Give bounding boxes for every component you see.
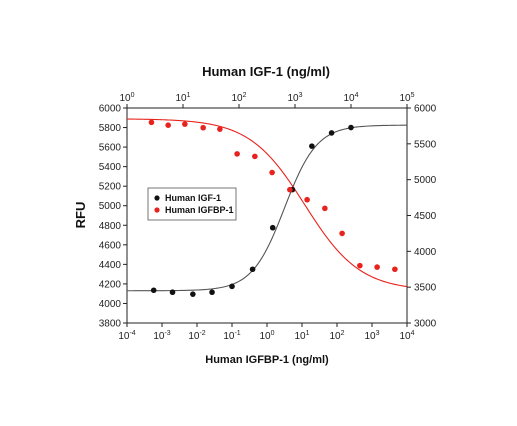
y-left-tick-label: 5000 — [99, 201, 122, 212]
x-bottom-tick-label: 10-2 — [188, 330, 205, 342]
y-right-tick-label: 5500 — [414, 139, 437, 150]
y-left-tick-label: 6000 — [99, 104, 122, 115]
data-point — [165, 122, 171, 128]
y-left-tick-label: 4600 — [99, 240, 122, 251]
x-top-tick-label: 103 — [287, 92, 302, 104]
y-left-tick-label: 4800 — [99, 221, 122, 232]
y-right-tick-label: 4500 — [414, 211, 437, 222]
data-point — [304, 196, 310, 203]
legend-marker — [154, 195, 160, 201]
x-top-tick-label: 105 — [399, 92, 414, 104]
y-axis-label: RFU — [73, 202, 88, 229]
data-point — [217, 126, 223, 132]
data-point — [150, 287, 157, 294]
data-point — [339, 230, 345, 237]
x-top-tick-label: 102 — [231, 92, 246, 104]
x-bottom-tick-label: 10-1 — [223, 330, 240, 342]
y-left-tick-label: 4400 — [99, 260, 122, 271]
legend-label: Human IGFBP-1 — [165, 205, 234, 215]
data-point — [322, 205, 328, 212]
chart-title: Human IGF-1 (ng/ml) — [202, 64, 330, 79]
y-left-tick-label: 3800 — [99, 319, 122, 330]
data-point — [234, 151, 240, 157]
data-point — [348, 124, 354, 131]
x-bottom-tick-label: 101 — [294, 330, 309, 342]
y-left-tick-label: 4000 — [99, 299, 122, 310]
fit-curve — [126, 118, 408, 288]
data-point — [229, 283, 235, 290]
data-point — [374, 264, 380, 270]
x-bottom-tick-label: 100 — [259, 330, 274, 342]
data-point — [190, 291, 196, 297]
data-point — [200, 124, 206, 131]
x-top-tick-label: 100 — [119, 92, 134, 104]
legend-label: Human IGF-1 — [165, 193, 221, 203]
legend-box — [147, 187, 237, 221]
legend-marker — [154, 207, 160, 213]
data-point — [392, 266, 398, 273]
x-bottom-tick-label: 10-3 — [153, 330, 170, 342]
y-right-tick-label: 5000 — [414, 175, 437, 186]
x-bottom-tick-label: 104 — [399, 330, 414, 342]
x-bottom-tick-label: 103 — [364, 330, 379, 342]
y-right-tick-label: 4000 — [414, 247, 437, 258]
data-point — [252, 153, 258, 160]
y-left-tick-label: 5800 — [99, 123, 122, 134]
x-axis-label: Human IGFBP-1 (ng/ml) — [205, 354, 329, 366]
x-bottom-tick-label: 10-4 — [118, 330, 135, 342]
data-point — [169, 289, 176, 296]
data-point — [287, 186, 293, 193]
data-point — [148, 119, 155, 126]
y-left-tick-label: 5600 — [99, 143, 122, 154]
data-point — [209, 289, 215, 296]
y-right-tick-label: 3000 — [414, 319, 437, 330]
y-left-tick-label: 5200 — [99, 182, 122, 193]
y-left-tick-label: 5400 — [99, 162, 122, 173]
legend: Human IGF-1 Human IGFBP-1 — [147, 187, 237, 221]
data-point — [357, 262, 363, 269]
data-point — [269, 169, 275, 176]
y-left-tick-label: 4200 — [99, 279, 122, 290]
data-point — [182, 121, 188, 127]
data-points — [148, 119, 398, 297]
y-right-tick-label: 6000 — [414, 104, 437, 115]
data-point — [249, 266, 256, 273]
x-top-tick-label: 104 — [343, 92, 358, 104]
data-point — [309, 143, 315, 149]
data-point — [328, 130, 335, 136]
x-bottom-tick-label: 102 — [329, 330, 344, 342]
y-right-tick-label: 3500 — [414, 283, 437, 294]
x-top-tick-label: 101 — [175, 92, 190, 104]
axis-ticks: 10-4 10-3 10-2 10-1 100 101 102 103 104 100 101 102… — [99, 92, 437, 342]
data-point — [269, 224, 276, 231]
